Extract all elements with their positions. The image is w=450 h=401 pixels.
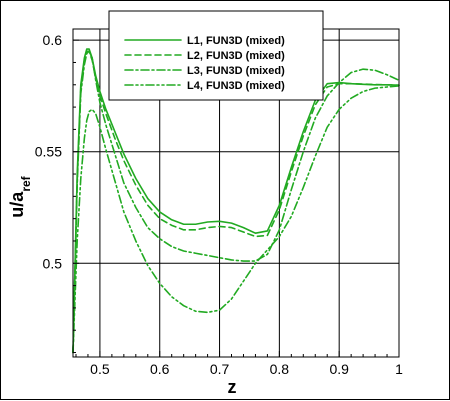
series-line-3 (72, 50, 400, 354)
legend-layer: L1, FUN3D (mixed) L2, FUN3D (mixed) L3, FU… (108, 10, 324, 101)
x-tick-label: 0.8 (270, 361, 290, 377)
series-layer (72, 48, 400, 354)
y-axis-label-subscript: ref (19, 175, 33, 191)
x-tick-label: 1 (395, 361, 403, 377)
y-tick-label: 0.6 (43, 32, 63, 48)
x-axis-label: z (228, 377, 237, 397)
x-tick-label: 0.9 (329, 361, 349, 377)
x-tick-label: 0.6 (150, 361, 170, 377)
y-axis-label: u/aref (7, 175, 33, 217)
legend-label-2: L2, FUN3D (mixed) (187, 50, 285, 62)
x-tick-label: 0.7 (210, 361, 230, 377)
y-tick-label: 0.55 (35, 144, 62, 160)
legend-label-3: L3, FUN3D (mixed) (187, 65, 285, 77)
series-line-4 (72, 85, 400, 354)
y-tick-label: 0.5 (43, 255, 63, 271)
legend-label-1: L1, FUN3D (mixed) (187, 35, 285, 47)
legend-label-4: L4, FUN3D (mixed) (187, 80, 285, 92)
x-tick-label: 0.5 (90, 361, 110, 377)
